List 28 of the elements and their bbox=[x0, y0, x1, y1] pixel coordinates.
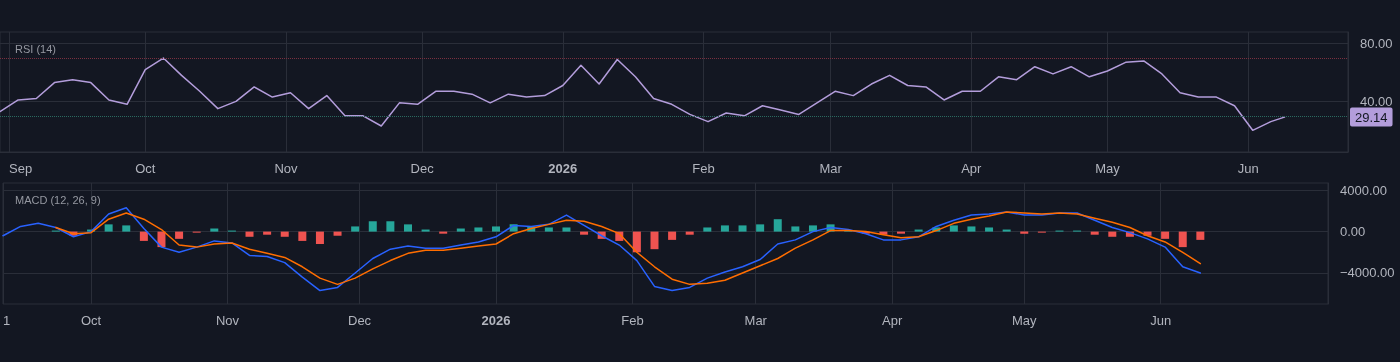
x-tick-label: Jun bbox=[1237, 161, 1259, 176]
y-tick-label: 40.00 bbox=[1360, 93, 1393, 109]
x-tick-label: Jun bbox=[1150, 313, 1172, 328]
x-tick-label: 1 bbox=[3, 313, 11, 328]
x-tick-label: Apr bbox=[961, 161, 983, 176]
x-tick-label: May bbox=[1011, 313, 1038, 328]
x-tick-label: Oct bbox=[80, 313, 102, 328]
x-tick-label: 2026 bbox=[481, 313, 511, 328]
x-tick-label: Apr bbox=[882, 313, 903, 328]
y-tick-label: −4000.00 bbox=[1340, 265, 1395, 281]
x-tick-label: Dec bbox=[410, 161, 435, 176]
x-tick-label: Feb bbox=[621, 313, 644, 328]
text: RSI (14) bbox=[15, 42, 56, 55]
x-tick-label: May bbox=[1095, 161, 1121, 176]
x-tick-label: Mar bbox=[744, 313, 768, 328]
x-tick-label: Sep bbox=[9, 161, 33, 176]
x-tick-label: Nov bbox=[274, 161, 298, 176]
text: MACD (12, 26, 9) bbox=[15, 193, 101, 206]
x-tick-label: Dec bbox=[348, 313, 372, 328]
x-tick-label: Mar bbox=[819, 161, 843, 176]
y-tick-label: 0.00 bbox=[1340, 224, 1366, 240]
text: 29.14 bbox=[1355, 109, 1388, 125]
x-tick-label: Nov bbox=[215, 313, 240, 328]
x-tick-label: Feb bbox=[692, 161, 715, 176]
y-tick-label: 4000.00 bbox=[1340, 182, 1387, 198]
x-tick-label: Oct bbox=[135, 161, 156, 176]
y-tick-label: 80.00 bbox=[1360, 36, 1393, 52]
x-tick-label: 2026 bbox=[548, 161, 578, 176]
